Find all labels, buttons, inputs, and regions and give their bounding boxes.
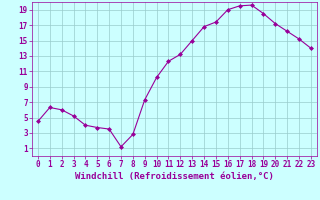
X-axis label: Windchill (Refroidissement éolien,°C): Windchill (Refroidissement éolien,°C) [75, 172, 274, 181]
